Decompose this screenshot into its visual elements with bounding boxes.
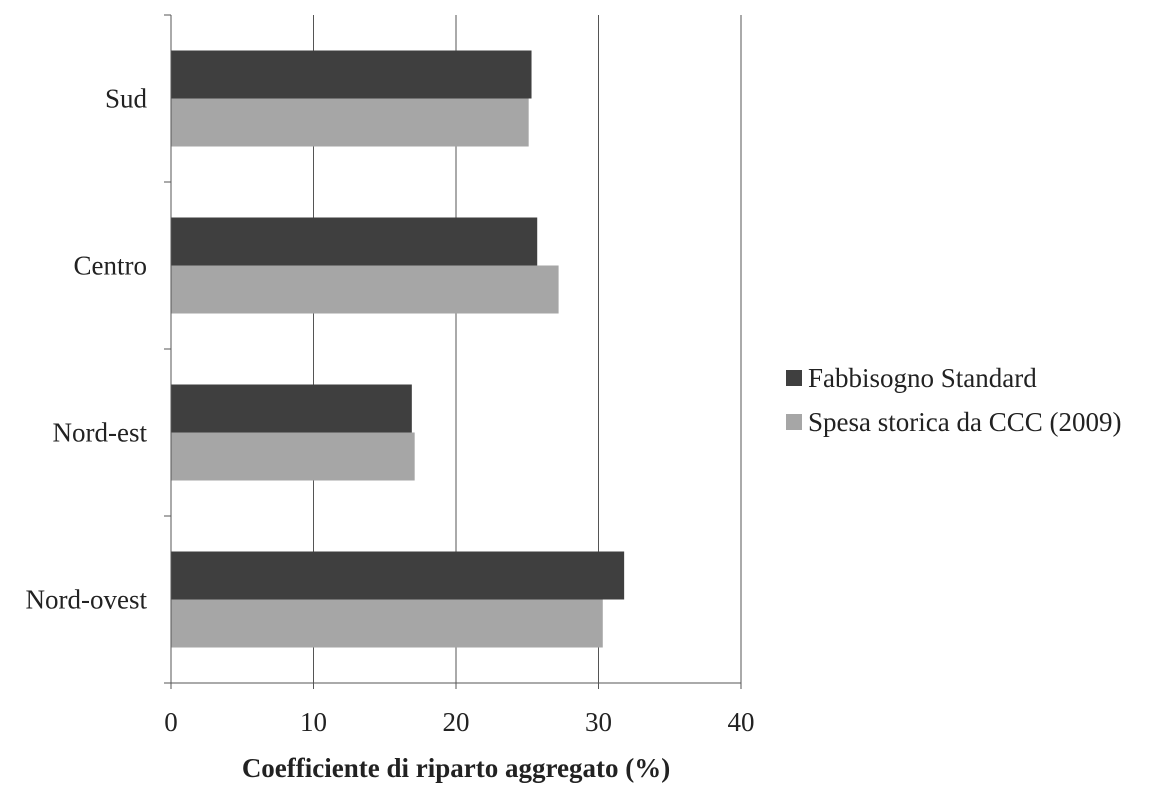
legend-label-1: Fabbisogno Standard xyxy=(808,363,1037,393)
bar-nord-ovest-series-1 xyxy=(171,551,625,600)
labels: 0 10 20 30 40 Sud Centro Nord-est Nord-ovest xyxy=(26,84,755,738)
category-label-nord-est: Nord-est xyxy=(53,418,148,448)
bar-centro-series-2 xyxy=(171,265,559,314)
x-tick-label-0: 0 xyxy=(164,707,178,737)
x-tick-label-30: 30 xyxy=(585,707,612,737)
bar-centro-series-1 xyxy=(171,217,538,266)
legend-swatch-1 xyxy=(786,370,802,386)
category-label-centro: Centro xyxy=(74,251,148,281)
bar-nord-ovest-series-2 xyxy=(171,599,603,648)
x-tick-label-20: 20 xyxy=(443,707,470,737)
axes xyxy=(164,14,742,689)
legend-swatch-2 xyxy=(786,414,802,430)
x-tick-label-10: 10 xyxy=(300,707,327,737)
bar-nord-est-series-1 xyxy=(171,384,412,433)
category-label-sud: Sud xyxy=(105,84,148,114)
bar-sud-series-2 xyxy=(171,98,529,147)
legend-label-2: Spesa storica da CCC (2009) xyxy=(808,407,1121,437)
category-label-nord-ovest: Nord-ovest xyxy=(26,585,148,615)
bar-sud-series-1 xyxy=(171,50,532,99)
x-axis-title: Coefficiente di riparto aggregato (%) xyxy=(242,753,670,783)
x-tick-label-40: 40 xyxy=(728,707,755,737)
legend: Fabbisogno Standard Spesa storica da CCC … xyxy=(786,363,1121,437)
bar-nord-est-series-2 xyxy=(171,432,415,481)
bars xyxy=(171,50,625,648)
